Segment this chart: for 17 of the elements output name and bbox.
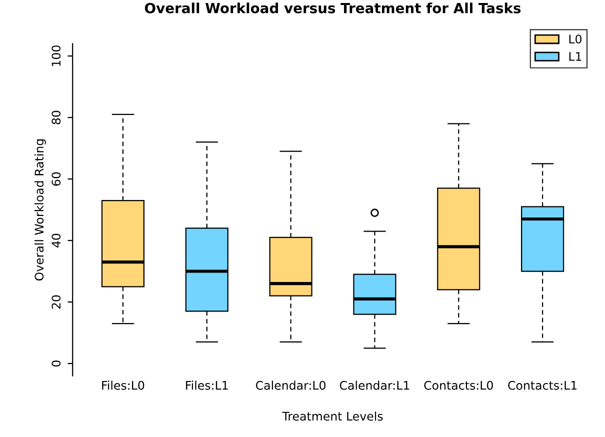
y-axis-title: Overall Workload Rating (34, 139, 46, 281)
x-tick-label: Files:L0 (102, 380, 144, 390)
y-tick-label: 60 (52, 172, 61, 186)
x-axis-title: Treatment Levels (282, 412, 383, 421)
legend-label: L1 (569, 52, 582, 61)
y-tick-label: 40 (52, 234, 61, 248)
x-tick-label: Calendar:L1 (340, 380, 410, 390)
x-tick-label: Calendar:L0 (256, 380, 326, 390)
x-tick-label: Contacts:L0 (424, 380, 493, 390)
x-tick-label: Files:L1 (186, 380, 228, 390)
y-tick-label: 100 (52, 46, 61, 66)
x-tick-label: Contacts:L1 (508, 380, 577, 390)
y-tick-label: 0 (52, 360, 61, 366)
y-tick-label: 80 (52, 110, 61, 124)
chart-title: Overall Workload versus Treatment for All Tasks (144, 2, 521, 14)
y-tick-label: 20 (52, 295, 61, 309)
legend-label: L0 (569, 34, 582, 44)
